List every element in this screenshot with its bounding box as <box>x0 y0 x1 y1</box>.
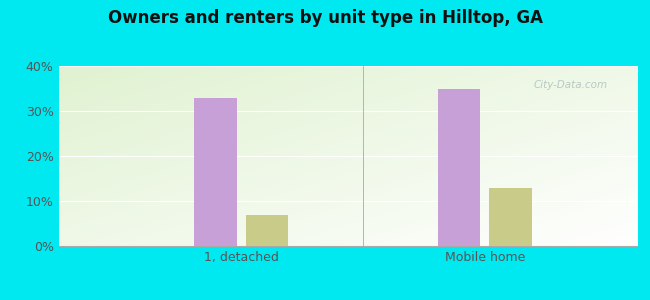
Bar <box>437 88 480 246</box>
Bar <box>194 98 237 246</box>
Text: City-Data.com: City-Data.com <box>534 80 608 90</box>
Text: Owners and renters by unit type in Hilltop, GA: Owners and renters by unit type in Hillt… <box>107 9 543 27</box>
Bar <box>489 188 532 246</box>
Bar <box>246 214 289 246</box>
